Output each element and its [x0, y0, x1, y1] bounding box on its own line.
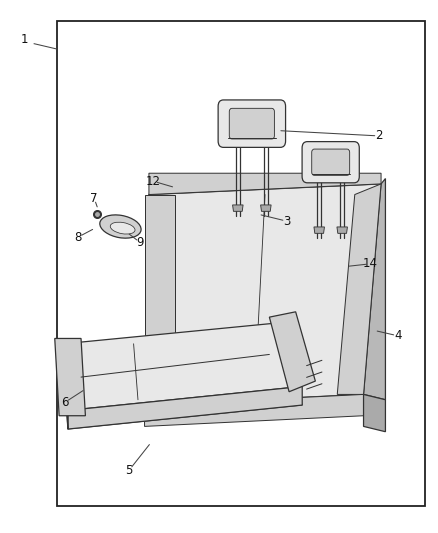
- Polygon shape: [64, 344, 68, 429]
- Polygon shape: [64, 322, 302, 410]
- Text: 2: 2: [375, 130, 383, 142]
- Polygon shape: [233, 205, 243, 211]
- Polygon shape: [364, 179, 385, 400]
- Polygon shape: [337, 227, 347, 233]
- FancyBboxPatch shape: [218, 100, 286, 147]
- FancyBboxPatch shape: [302, 142, 359, 183]
- Text: 9: 9: [136, 236, 144, 249]
- Polygon shape: [145, 184, 381, 405]
- Text: 12: 12: [146, 175, 161, 188]
- Polygon shape: [68, 386, 302, 429]
- Bar: [57, 21, 425, 506]
- Ellipse shape: [110, 222, 135, 234]
- Polygon shape: [269, 312, 315, 392]
- Polygon shape: [145, 195, 175, 405]
- Text: 6: 6: [61, 396, 69, 409]
- Text: 14: 14: [363, 257, 378, 270]
- FancyBboxPatch shape: [312, 149, 350, 175]
- Polygon shape: [55, 338, 85, 416]
- Polygon shape: [145, 394, 364, 426]
- Text: 5: 5: [126, 464, 133, 477]
- Text: 1: 1: [20, 34, 28, 46]
- Ellipse shape: [100, 215, 141, 238]
- Polygon shape: [314, 227, 325, 233]
- Polygon shape: [64, 341, 302, 429]
- Text: 3: 3: [283, 215, 290, 228]
- Polygon shape: [261, 205, 271, 211]
- Text: 8: 8: [74, 231, 81, 244]
- Text: 7: 7: [90, 192, 98, 205]
- FancyBboxPatch shape: [230, 108, 274, 139]
- Polygon shape: [337, 184, 381, 394]
- Polygon shape: [149, 173, 381, 195]
- Polygon shape: [364, 394, 385, 432]
- Text: 4: 4: [394, 329, 402, 342]
